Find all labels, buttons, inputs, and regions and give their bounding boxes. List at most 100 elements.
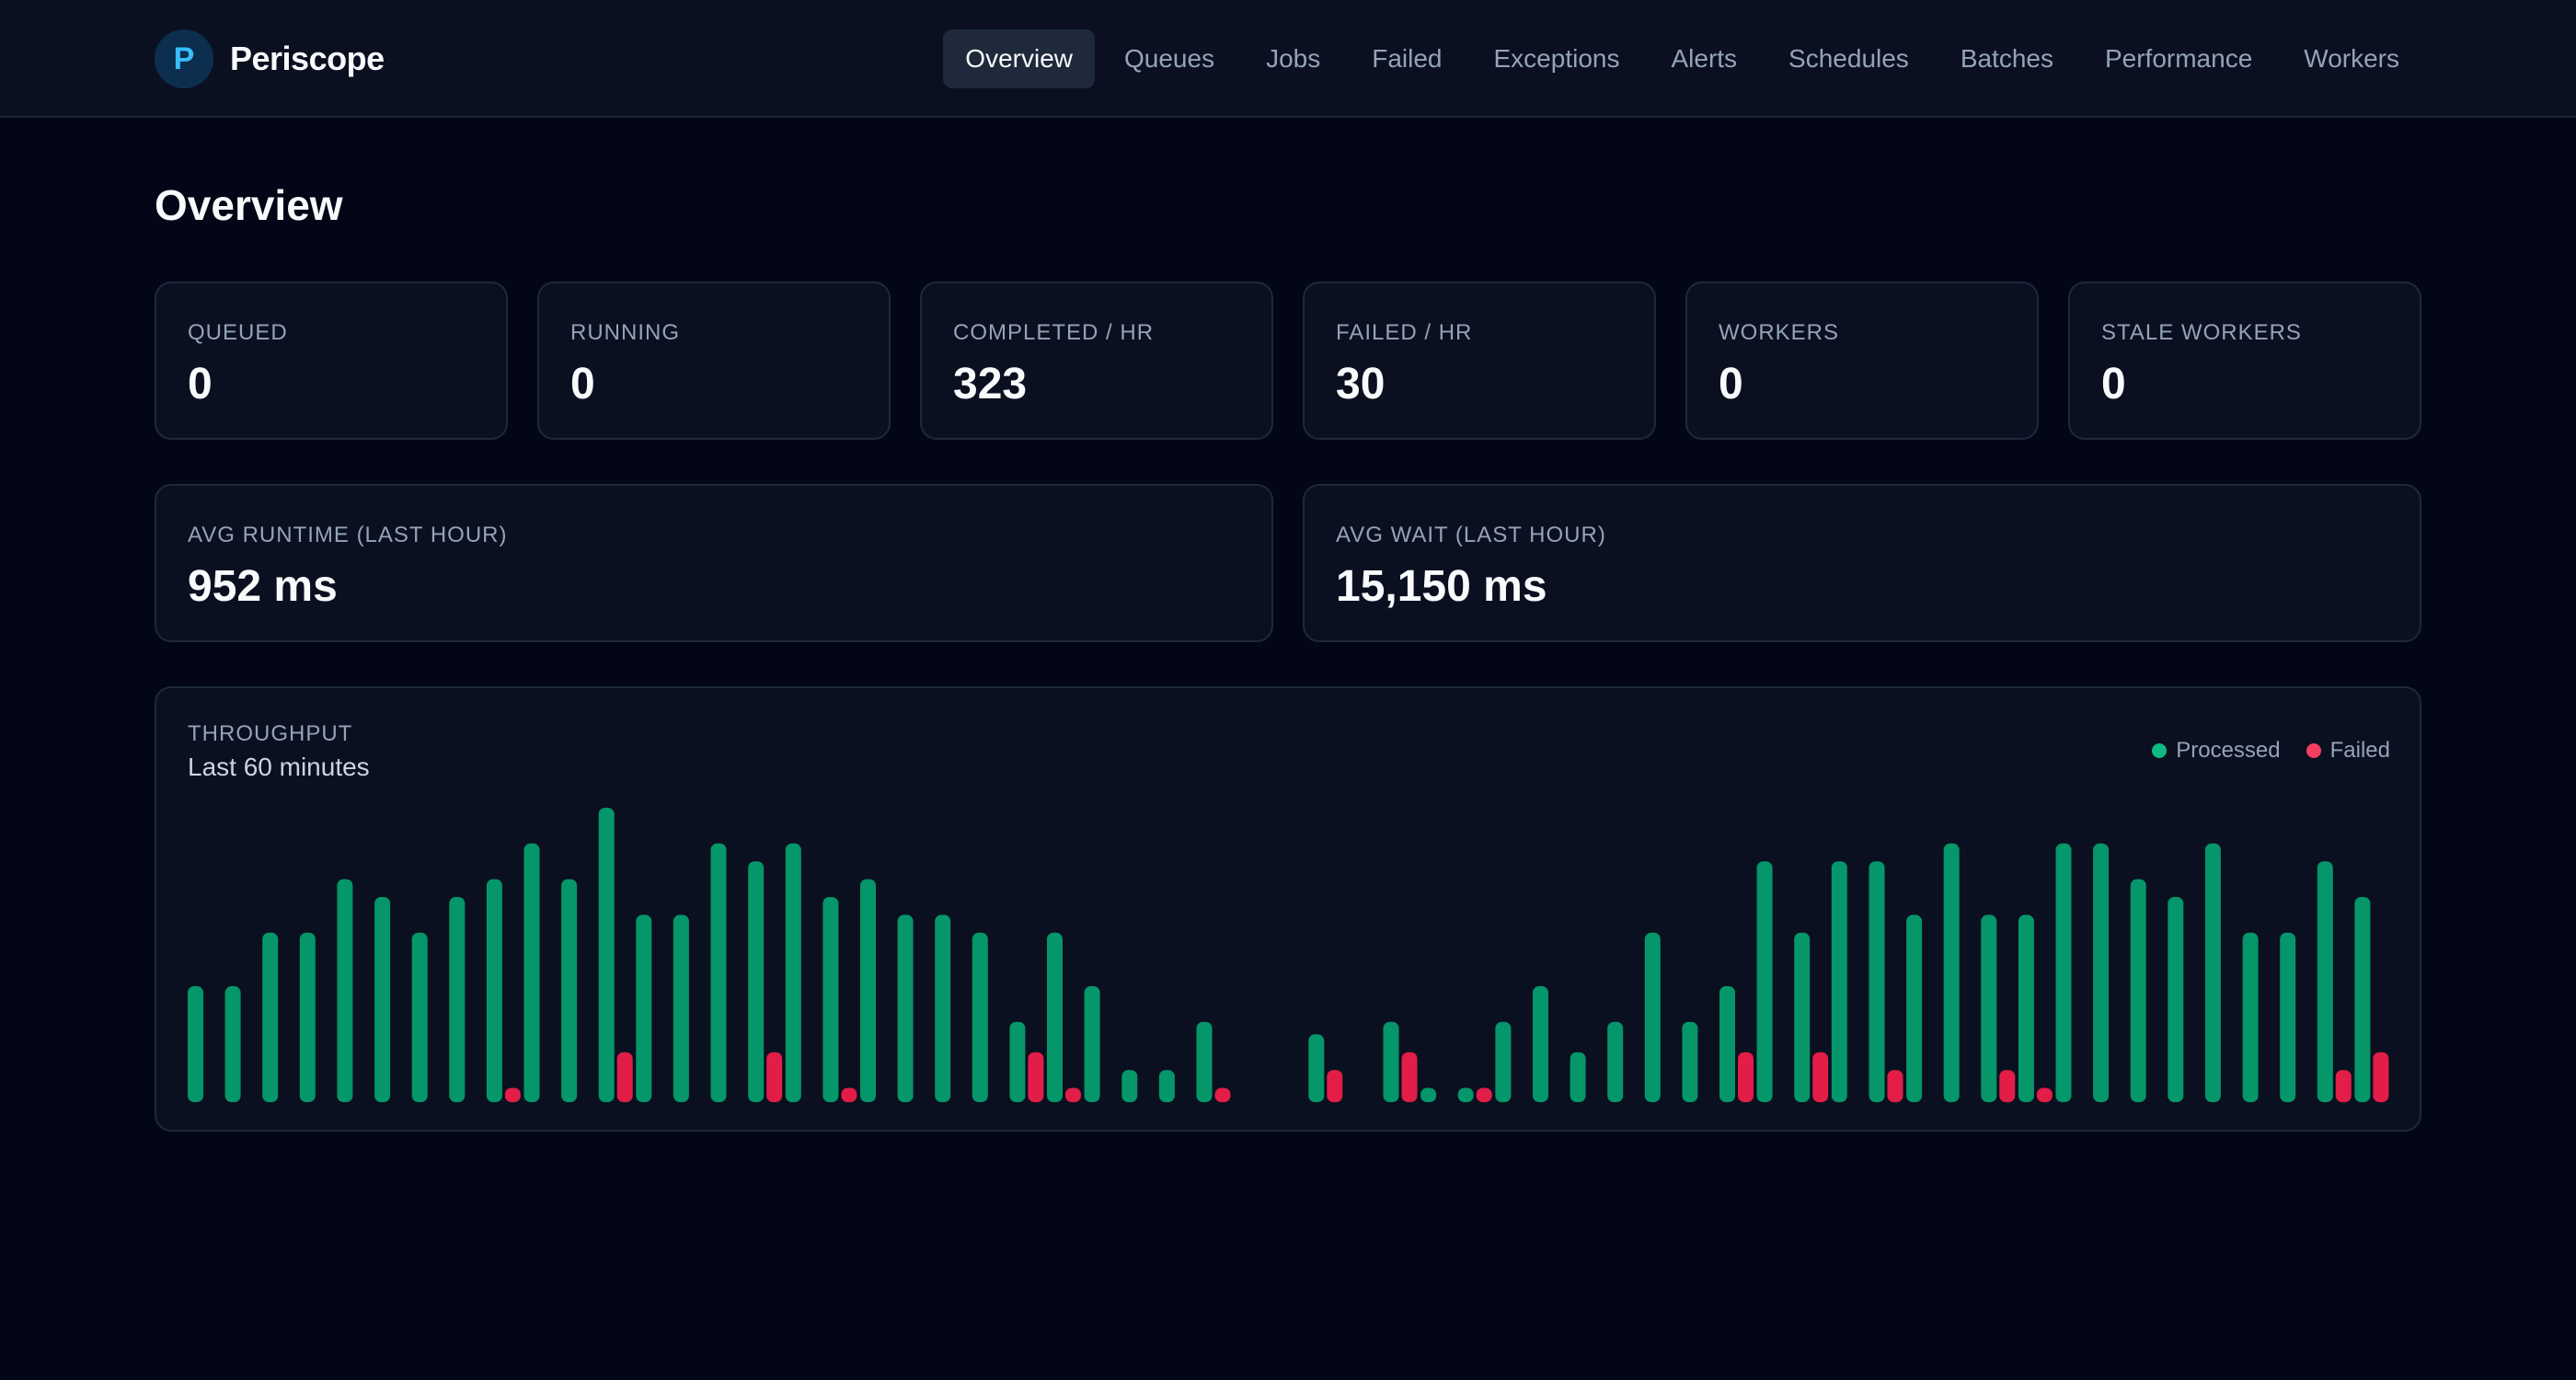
- bar-processed: [411, 932, 428, 1102]
- bar-processed: [860, 879, 876, 1102]
- bar-processed: [2168, 897, 2184, 1102]
- bar-processed: [1981, 914, 1997, 1102]
- stat-card-completed-per-hour: COMPLETED / HR 323: [920, 282, 1273, 440]
- bar-processed: [1457, 1087, 1474, 1102]
- bar-processed: [748, 861, 765, 1102]
- bar-processed: [2242, 932, 2259, 1102]
- legend-item-processed: Processed: [2152, 738, 2281, 764]
- bar-processed: [1121, 1070, 1138, 1102]
- legend-label: Processed: [2176, 738, 2281, 763]
- bar-processed: [1158, 1070, 1175, 1102]
- avg-wait-card: AVG WAIT (LAST HOUR) 15,150 ms: [1303, 484, 2421, 642]
- bar-processed: [785, 843, 801, 1102]
- nav-workers[interactable]: Workers: [2304, 44, 2399, 73]
- bar-failed: [1214, 1087, 1231, 1102]
- nav-overview[interactable]: Overview: [943, 29, 1095, 88]
- bar-processed: [1533, 985, 1548, 1102]
- bar-processed: [2317, 861, 2333, 1102]
- nav-queues[interactable]: Queues: [1124, 44, 1215, 73]
- bar-processed: [1794, 932, 1811, 1102]
- bar-failed: [1887, 1070, 1903, 1102]
- bar-failed: [2036, 1087, 2053, 1102]
- bar-failed: [1476, 1087, 1492, 1102]
- nav-exceptions[interactable]: Exceptions: [1493, 44, 1620, 73]
- stat-card-workers: WORKERS 0: [1685, 282, 2039, 440]
- nav-jobs[interactable]: Jobs: [1266, 44, 1321, 73]
- bar-processed: [598, 808, 615, 1102]
- bar-processed: [561, 879, 578, 1102]
- bar-failed: [841, 1087, 857, 1102]
- app-name: Periscope: [230, 40, 385, 77]
- legend-label: Failed: [2329, 738, 2390, 763]
- bar-processed: [1831, 861, 1847, 1102]
- stat-label: FAILED / HR: [1336, 320, 1473, 345]
- bar-processed: [1943, 843, 1960, 1102]
- bar-failed: [2335, 1070, 2352, 1102]
- chart-subtitle: Last 60 minutes: [188, 753, 370, 781]
- main-nav: Overview Queues Jobs Failed Exceptions A…: [943, 29, 2421, 88]
- bar-processed: [2018, 914, 2034, 1102]
- bar-processed: [2055, 843, 2072, 1102]
- bar-processed: [1383, 1021, 1399, 1102]
- bar-processed: [1420, 1087, 1437, 1102]
- avg-runtime-card: AVG RUNTIME (LAST HOUR) 952 ms: [155, 484, 1273, 642]
- bar-processed: [1047, 932, 1063, 1102]
- stat-label: AVG RUNTIME (LAST HOUR): [188, 523, 508, 547]
- bar-processed: [2280, 932, 2296, 1102]
- bar-processed: [972, 932, 988, 1102]
- bar-processed: [1084, 985, 1100, 1102]
- bar-failed: [1999, 1070, 2016, 1102]
- bar-processed: [262, 932, 279, 1102]
- bar-failed: [1738, 1052, 1754, 1102]
- bar-failed: [1327, 1070, 1343, 1102]
- stat-label: STALE WORKERS: [2101, 320, 2302, 345]
- bar-failed: [1065, 1087, 1081, 1102]
- bar-processed: [2354, 897, 2371, 1102]
- bar-failed: [616, 1052, 633, 1102]
- bar-processed: [337, 879, 353, 1102]
- bar-processed: [1009, 1021, 1026, 1102]
- bar-processed: [897, 914, 914, 1102]
- bar-processed: [1607, 1021, 1624, 1102]
- brand[interactable]: P Periscope: [155, 29, 385, 88]
- bar-processed: [2130, 879, 2146, 1102]
- top-navigation-bar: P Periscope Overview Queues Jobs Failed …: [0, 0, 2576, 118]
- chart-title: THROUGHPUT: [188, 721, 353, 746]
- throughput-chart: [188, 808, 2389, 1102]
- bar-processed: [1196, 1021, 1213, 1102]
- stat-label: RUNNING: [570, 320, 680, 345]
- bar-processed: [224, 985, 241, 1102]
- bar-failed: [1401, 1052, 1418, 1102]
- nav-schedules[interactable]: Schedules: [1788, 44, 1909, 73]
- stat-label: AVG WAIT (LAST HOUR): [1336, 523, 1606, 547]
- nav-alerts[interactable]: Alerts: [1671, 44, 1738, 73]
- stat-value: 0: [188, 360, 213, 408]
- bar-processed: [1719, 985, 1735, 1102]
- stat-value: 0: [1719, 360, 1743, 408]
- bar-processed: [673, 914, 689, 1102]
- stat-card-failed-per-hour: FAILED / HR 30: [1303, 282, 1656, 440]
- bar-processed: [2204, 843, 2221, 1102]
- bar-processed: [2093, 843, 2110, 1102]
- legend-dot-processed: [2152, 743, 2168, 758]
- bar-processed: [1756, 861, 1773, 1102]
- page-title: Overview: [155, 181, 343, 229]
- nav-failed[interactable]: Failed: [1372, 44, 1443, 73]
- bar-processed: [374, 897, 391, 1102]
- chart-legend: Processed Failed: [2152, 738, 2390, 764]
- bar-processed: [1570, 1052, 1586, 1102]
- throughput-card: THROUGHPUT Last 60 minutes Processed Fai…: [155, 686, 2421, 1132]
- stat-card-running: RUNNING 0: [537, 282, 891, 440]
- nav-batches[interactable]: Batches: [1960, 44, 2053, 73]
- bar-processed: [1682, 1021, 1698, 1102]
- bar-processed: [486, 879, 502, 1102]
- nav-performance[interactable]: Performance: [2104, 44, 2253, 73]
- stat-value: 323: [953, 360, 1028, 408]
- bar-failed: [1812, 1052, 1829, 1102]
- bar-processed: [449, 897, 466, 1102]
- stat-label: QUEUED: [188, 320, 288, 345]
- bar-processed: [636, 914, 652, 1102]
- stat-value: 0: [570, 360, 595, 408]
- stat-label: WORKERS: [1719, 320, 1840, 345]
- bar-processed: [1906, 914, 1923, 1102]
